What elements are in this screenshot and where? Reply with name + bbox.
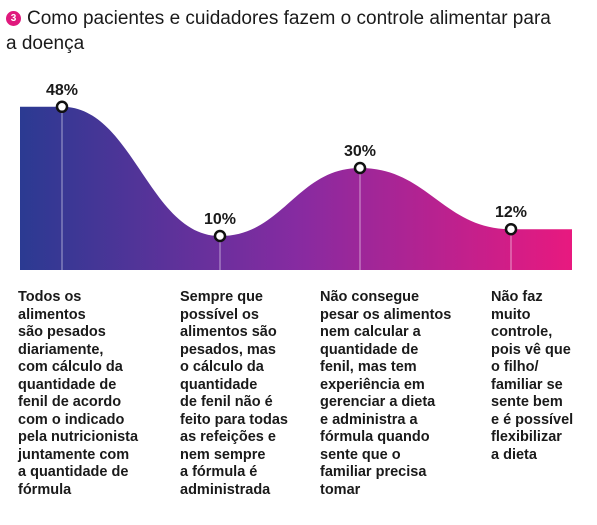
category-description-4: Não faz muito controle, pois vê que o fi… — [491, 289, 574, 463]
data-point — [55, 100, 69, 114]
data-point — [213, 229, 227, 243]
chart-title: Como pacientes e cuidadores fazem o cont… — [6, 8, 551, 54]
data-point — [353, 161, 367, 175]
category-description-2: Sempre que possível os alimentos são pes… — [180, 289, 288, 498]
section-number-badge: 3 — [6, 11, 21, 26]
category-description-3: Não consegue pesar os alimentos nem calc… — [320, 289, 452, 498]
data-label: 30% — [344, 143, 376, 160]
area-series — [20, 106, 572, 270]
category-description-1: Todos os alimentos são pesados diariamen… — [18, 289, 139, 498]
data-label: 48% — [46, 82, 78, 99]
data-point — [504, 222, 518, 236]
data-label: 10% — [204, 211, 236, 228]
data-label: 12% — [495, 204, 527, 221]
area-chart: 48% 10% 30% 12% — [20, 82, 572, 270]
